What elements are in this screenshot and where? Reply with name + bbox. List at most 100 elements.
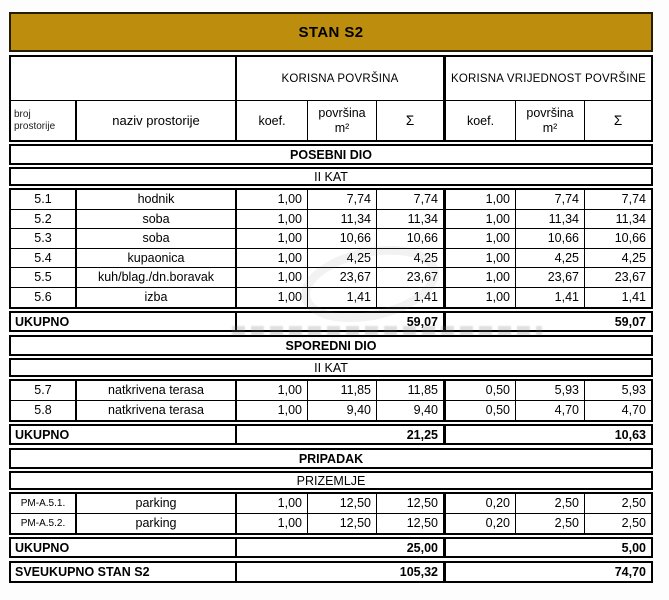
total-label-cell: UKUPNO <box>15 314 70 329</box>
data-rows-block: 5.7 natkrivena terasa 1,00 11,85 11,85 0,50 5,… <box>9 379 653 422</box>
column-header-povrsina-1: površina m² <box>307 101 376 140</box>
value-cell: 12,50 <box>376 513 443 533</box>
value-cell: 1,00 <box>235 268 307 287</box>
room-number-cell: 5.4 <box>34 250 52 265</box>
room-number-cell: 5.3 <box>34 231 52 246</box>
room-name-cell: soba <box>75 229 235 248</box>
value-cell: 1,00 <box>235 494 307 513</box>
value-cell: 4,70 <box>584 400 651 420</box>
table-row: 5.4 kupaonica 1,00 4,25 4,25 1,00 4,25 4,25 <box>11 248 651 268</box>
value-cell: 4,25 <box>584 248 651 267</box>
sum-korisna-cell: 59,07 <box>235 313 443 330</box>
value-cell: 2,50 <box>584 513 651 533</box>
column-header-koef-2: koef. <box>443 101 515 140</box>
value-cell: 12,50 <box>307 494 376 513</box>
value-cell: 9,40 <box>307 400 376 420</box>
page-title: STAN S2 <box>298 23 364 41</box>
value-cell: 0,50 <box>443 400 515 420</box>
value-cell: 23,67 <box>584 268 651 287</box>
value-cell: 23,67 <box>376 268 443 287</box>
room-name-cell: kupaonica <box>75 248 235 267</box>
room-number-cell: 5.8 <box>34 403 52 418</box>
value-cell: 4,25 <box>376 248 443 267</box>
column-header-naziv: naziv prostorije <box>75 101 235 140</box>
table-row: 5.7 natkrivena terasa 1,00 11,85 11,85 0,50 5,… <box>11 381 651 401</box>
value-cell: 1,41 <box>307 287 376 307</box>
value-cell: 10,66 <box>376 229 443 248</box>
value-cell: 1,00 <box>235 209 307 228</box>
room-name-cell: hodnik <box>75 190 235 209</box>
room-name-cell: parking <box>75 494 235 513</box>
table-row: 5.8 natkrivena terasa 1,00 9,40 9,40 0,50 4,70… <box>11 400 651 420</box>
value-cell: 5,93 <box>584 381 651 400</box>
value-cell: 23,67 <box>515 268 584 287</box>
table-row: 5.2 soba 1,00 11,34 11,34 1,00 11,34 11,34 <box>11 209 651 229</box>
column-header-row: broj prostorije naziv prostorije koef. p… <box>11 101 651 140</box>
sum-vrijednost-cell: 5,00 <box>443 539 651 556</box>
value-cell: 1,00 <box>235 513 307 533</box>
total-row: UKUPNO 59,07 59,07 <box>9 311 653 332</box>
column-header-sigma-1: Σ <box>376 101 443 140</box>
value-cell: 1,00 <box>235 381 307 400</box>
value-cell: 11,34 <box>584 209 651 228</box>
room-name-cell: parking <box>75 513 235 533</box>
table-header: KORISNA POVRŠINA KORISNA VRIJEDNOST POVR… <box>9 55 653 142</box>
value-cell: 4,70 <box>515 400 584 420</box>
room-number-cell: 5.1 <box>34 192 52 207</box>
value-cell: 11,85 <box>307 381 376 400</box>
value-cell: 1,00 <box>235 248 307 267</box>
value-cell: 7,74 <box>376 190 443 209</box>
group-header-blank <box>11 57 235 100</box>
room-number-cell: PM-A.5.2. <box>20 517 66 529</box>
value-cell: 11,85 <box>376 381 443 400</box>
value-cell: 11,34 <box>515 209 584 228</box>
total-row: UKUPNO 25,00 5,00 <box>9 537 653 558</box>
section-row: II KAT <box>9 167 653 186</box>
group-header-row: KORISNA POVRŠINA KORISNA VRIJEDNOST POVR… <box>11 57 651 101</box>
sum-korisna-cell: 21,25 <box>235 426 443 443</box>
column-header-povrsina-2: površina m² <box>515 101 584 140</box>
table-body: POSEBNI DIO II KAT 5.1 hodnik 1,00 7,74 7,74 1,… <box>9 144 653 583</box>
value-cell: 12,50 <box>376 494 443 513</box>
value-cell: 2,50 <box>584 494 651 513</box>
value-cell: 1,00 <box>235 229 307 248</box>
value-cell: 1,41 <box>515 287 584 307</box>
value-cell: 1,41 <box>584 287 651 307</box>
group-header-vrijednost: KORISNA VRIJEDNOST POVRŠINE <box>443 57 651 100</box>
value-cell: 10,66 <box>307 229 376 248</box>
section-row: II KAT <box>9 358 653 377</box>
value-cell: 1,00 <box>443 268 515 287</box>
table-row: PM-A.5.1. parking 1,00 12,50 12,50 0,20 2,50 2,… <box>11 494 651 514</box>
total-label-cell: SVEUKUPNO STAN S2 <box>15 565 150 579</box>
value-cell: 7,74 <box>307 190 376 209</box>
value-cell: 1,00 <box>443 190 515 209</box>
column-header-koef-1: koef. <box>235 101 307 140</box>
sum-vrijednost-cell: 10,63 <box>443 426 651 443</box>
table-row: 5.3 soba 1,00 10,66 10,66 1,00 10,66 10,66 <box>11 229 651 249</box>
sum-vrijednost-cell: 59,07 <box>443 313 651 330</box>
data-rows-block: 5.1 hodnik 1,00 7,74 7,74 1,00 7,74 7,74 5.2 soba… <box>9 188 653 309</box>
value-cell: 4,25 <box>515 248 584 267</box>
section-row: POSEBNI DIO <box>9 144 653 165</box>
room-name-cell: natkrivena terasa <box>75 400 235 420</box>
data-rows-block: PM-A.5.1. parking 1,00 12,50 12,50 0,20 2,50 2,… <box>9 492 653 535</box>
value-cell: 9,40 <box>376 400 443 420</box>
value-cell: 2,50 <box>515 513 584 533</box>
column-header-sigma-2: Σ <box>584 101 651 140</box>
group-header-korisna: KORISNA POVRŠINA <box>235 57 443 100</box>
section-row: SPOREDNI DIO <box>9 335 653 356</box>
table-row: 5.6 izba 1,00 1,41 1,41 1,00 1,41 1,41 <box>11 287 651 307</box>
sum-korisna-cell: 25,00 <box>235 539 443 556</box>
sum-vrijednost-cell: 74,70 <box>443 563 651 581</box>
room-name-cell: kuh/blag./dn.boravak <box>75 268 235 287</box>
room-name-cell: natkrivena terasa <box>75 381 235 400</box>
value-cell: 7,74 <box>584 190 651 209</box>
apartment-area-table: STAN S2 KORISNA POVRŠINA KORISNA VRIJEDN… <box>9 12 653 583</box>
value-cell: 7,74 <box>515 190 584 209</box>
table-row: PM-A.5.2. parking 1,00 12,50 12,50 0,20 2,50 2,… <box>11 513 651 533</box>
room-name-cell: soba <box>75 209 235 228</box>
value-cell: 1,00 <box>443 209 515 228</box>
section-row: PRIZEMLJE <box>9 471 653 490</box>
sum-korisna-cell: 105,32 <box>235 563 443 581</box>
value-cell: 1,00 <box>443 248 515 267</box>
